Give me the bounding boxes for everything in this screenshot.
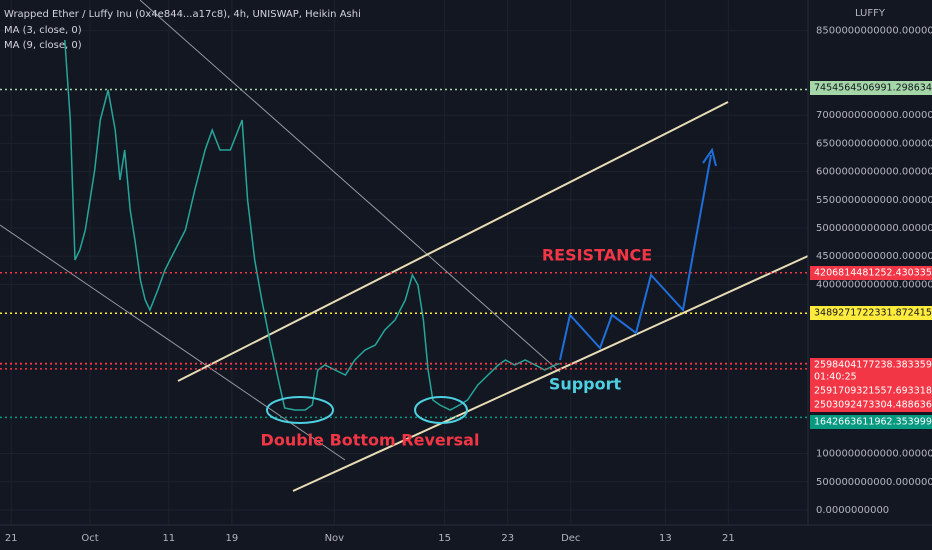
y-tick-label: 1000000000000.0000000000 (816, 449, 932, 460)
arrow-head (702, 147, 717, 167)
trend-line (0, 224, 346, 461)
y-tick-label: 7000000000000.0000000000 (816, 110, 932, 121)
price-label-box (810, 398, 932, 412)
annotation: Support (549, 375, 622, 394)
annotation: RESISTANCE (542, 246, 652, 265)
price-label-box (810, 384, 932, 398)
y-tick-label: 4000000000000.0000000000 (816, 279, 932, 290)
indicator: MA (3, close, 0) (4, 25, 82, 36)
x-tick-label: 21 (722, 533, 735, 544)
projection (559, 154, 712, 361)
y-tick-label: 8500000000000.0000000000 (816, 26, 932, 37)
channel-upper (177, 101, 729, 382)
y-tick-label: 5500000000000.0000000000 (816, 195, 932, 206)
y-tick-label: 6000000000000.0000000000 (816, 167, 932, 178)
x-tick-label: 23 (501, 533, 514, 544)
y-tick-label: 6500000000000.0000000000 (816, 138, 932, 149)
price-label-box (810, 358, 932, 384)
indicator: MA (9, close, 0) (4, 40, 82, 51)
price-label-box (810, 306, 932, 320)
x-tick-label: Dec (561, 533, 580, 544)
trend-line (139, 0, 561, 373)
symbol-label: LUFFY (855, 8, 886, 19)
x-tick-label: 15 (438, 533, 451, 544)
price-line (64, 39, 560, 411)
y-tick-label: 5000000000000.0000000000 (816, 223, 932, 234)
price-label-box (810, 415, 932, 429)
y-tick-label: 4500000000000.0000000000 (816, 251, 932, 262)
y-tick-label: 0.0000000000 (816, 505, 889, 516)
x-tick-label: 21 (5, 533, 18, 544)
x-tick-label: 13 (659, 533, 672, 544)
price-label: 7454564506991.2986344448 (814, 83, 932, 94)
grid (0, 0, 808, 525)
price-label-box (810, 81, 932, 95)
price-label: 2598404177238.3833593856 (814, 360, 932, 371)
price-label: 3489271722331.8724152320 (814, 308, 932, 319)
ellipse (266, 396, 334, 424)
x-tick-label: 19 (226, 533, 239, 544)
countdown: 01:40:25 (814, 372, 857, 383)
price-label-box (810, 266, 932, 280)
chart-title: Wrapped Ether / Luffy Inu (0x4e844...a17… (4, 9, 361, 20)
channel-lower (292, 255, 809, 492)
price-label: 1642663611962.3539992576 (814, 417, 932, 428)
price-label: 2591709321557.6933184512 (814, 386, 932, 397)
x-tick-label: Nov (325, 533, 345, 544)
y-tick-label: 500000000000.0000000000 (816, 477, 932, 488)
price-label: 4206814481252.4303355904 (814, 268, 932, 279)
x-tick-label: 11 (162, 533, 175, 544)
price-label: 2503092473304.4886364160 (814, 400, 932, 411)
annotation: Double Bottom Reversal (261, 431, 480, 450)
x-tick-label: Oct (81, 533, 98, 544)
plot (0, 39, 808, 419)
ellipse (414, 396, 468, 424)
